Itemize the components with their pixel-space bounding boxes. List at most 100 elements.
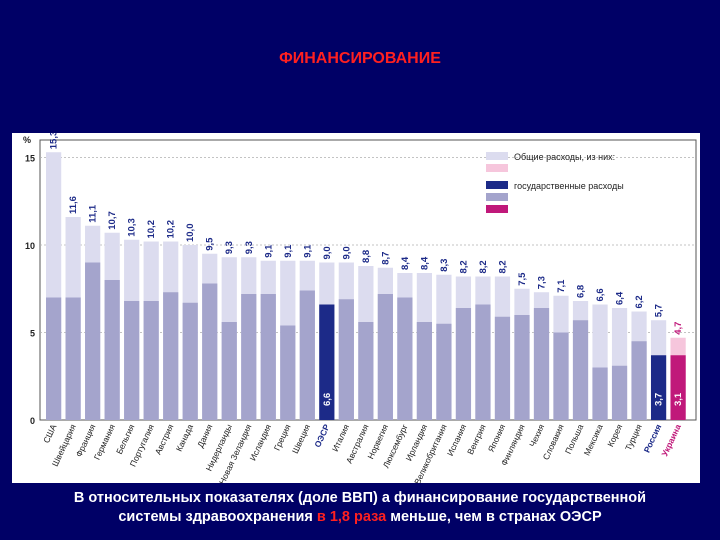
legend-label-public: государственные расходы [514, 181, 624, 191]
bar-public [65, 297, 81, 420]
category-label: Швеция [290, 422, 312, 455]
chart-panel: 0 5 10 15% 15,3 США 11,6 Швейцария 11,1 Франция 10… [12, 133, 700, 483]
bar-public [533, 308, 550, 420]
bar-public [416, 322, 433, 420]
bar-value-label: 11,1 [88, 204, 99, 223]
category-label: Австрия [153, 422, 176, 456]
category-label: Дания [195, 422, 215, 449]
bar-inside-label: 6,6 [322, 393, 333, 406]
bar-value-label: 9,0 [341, 246, 352, 259]
y-tick-label: 15 [25, 154, 35, 164]
bar-value-label: 6,4 [615, 291, 626, 305]
bar-value-label: 8,7 [380, 252, 391, 265]
bar-public [650, 355, 667, 420]
slide-caption: В относительных показателях (доле ВВП) а… [20, 489, 700, 527]
legend-swatch-public [486, 181, 508, 189]
bar-public [514, 315, 530, 420]
caption-highlight: в 1,8 раза [316, 509, 387, 525]
bar-value-label: 9,3 [224, 241, 235, 254]
legend-label-total: Общие расходы, из них: [514, 152, 615, 162]
legend-swatch-public-light [486, 193, 508, 201]
bar-public [260, 294, 276, 420]
bar-value-label: 10,0 [185, 224, 196, 243]
category-label: Мексика [582, 422, 605, 457]
caption-line-2-start: системы здравоохранения [118, 509, 317, 525]
bar-public [631, 341, 647, 420]
bar-value-label: 6,2 [634, 295, 645, 308]
category-label: Греция [272, 422, 293, 452]
bar-value-label: 9,1 [302, 244, 313, 258]
caption-line-2: системы здравоохранения в 1,8 раза меньш… [20, 508, 700, 527]
bar-value-label: 7,1 [556, 279, 567, 293]
bar-public [377, 294, 393, 420]
y-tick-label: 5 [30, 329, 35, 339]
bar-value-label: 8,4 [419, 256, 430, 270]
bar-value-label: 7,3 [536, 276, 547, 289]
bar-value-label: 8,2 [458, 260, 469, 273]
category-label: ОЭСР [312, 422, 332, 449]
bar-public [397, 297, 413, 420]
bar-value-label: 6,6 [595, 288, 606, 301]
bar-public [611, 365, 628, 420]
bar-value-label: 10,2 [146, 220, 157, 239]
bar-public [280, 325, 296, 420]
bar-value-label: 15,3 [49, 133, 60, 149]
category-label: Италия [330, 422, 351, 453]
legend-swatch-public-ukraine [486, 205, 508, 213]
bar-public [670, 355, 686, 420]
bar-inside-label: 3,7 [654, 393, 665, 406]
bar-value-label: 6,8 [576, 285, 587, 298]
bar-value-label: 10,2 [166, 220, 177, 239]
bar-public [358, 322, 374, 420]
category-label: Чехия [527, 422, 546, 448]
category-label: Канада [174, 422, 195, 453]
bar-public [182, 302, 198, 420]
y-tick-label: 0 [30, 416, 35, 426]
bar-value-label: 10,3 [127, 218, 138, 237]
legend-swatch-total-ukraine [486, 164, 508, 172]
category-label: Россия [642, 423, 664, 455]
bar-value-label: 8,4 [400, 256, 411, 270]
bar-public [202, 283, 218, 420]
bar-public [163, 292, 179, 420]
bar-value-label: 8,2 [497, 260, 508, 273]
bar-public [494, 316, 511, 420]
bar-public [299, 290, 315, 420]
bar-public [592, 367, 608, 420]
bar-public [338, 299, 354, 420]
bar-value-label: 9,1 [283, 244, 294, 258]
category-label: Венгрия [465, 422, 488, 456]
y-tick-label: 10 [25, 241, 35, 251]
bar-inside-label: 3,1 [673, 392, 684, 406]
bar-public [104, 280, 120, 420]
bar-value-label: 9,3 [244, 241, 255, 254]
bar-value-label: 9,5 [205, 237, 216, 251]
bar-public [553, 332, 569, 420]
bar-value-label: 8,8 [361, 250, 372, 263]
bar-value-label: 8,2 [478, 260, 489, 273]
bar-public [143, 301, 159, 420]
y-axis-unit: % [23, 135, 31, 145]
slide-title: ФИНАНСИРОВАНИЕ [279, 50, 441, 67]
bar-value-label: 4,7 [673, 322, 684, 335]
category-label: США [41, 422, 58, 444]
category-label: Корея [605, 422, 624, 448]
bar-value-label: 5,7 [654, 304, 665, 317]
bar-public [124, 301, 140, 420]
legend-swatch-total [486, 152, 508, 160]
bar-public [475, 304, 491, 420]
bar-value-label: 9,1 [263, 244, 274, 258]
bar-value-label: 11,6 [68, 196, 79, 214]
bar-public [455, 308, 472, 420]
bar-public [46, 297, 62, 420]
bar-value-label: 7,5 [517, 272, 528, 286]
bar-value-label: 10,7 [107, 211, 118, 230]
caption-line-1: В относительных показателях (доле ВВП) а… [73, 490, 647, 506]
bar-public [241, 294, 257, 420]
bar-public [221, 322, 237, 420]
category-label: Япония [486, 422, 508, 453]
bar-public [436, 323, 452, 420]
bar-value-label: 9,0 [322, 246, 333, 259]
bar-public [319, 304, 335, 420]
